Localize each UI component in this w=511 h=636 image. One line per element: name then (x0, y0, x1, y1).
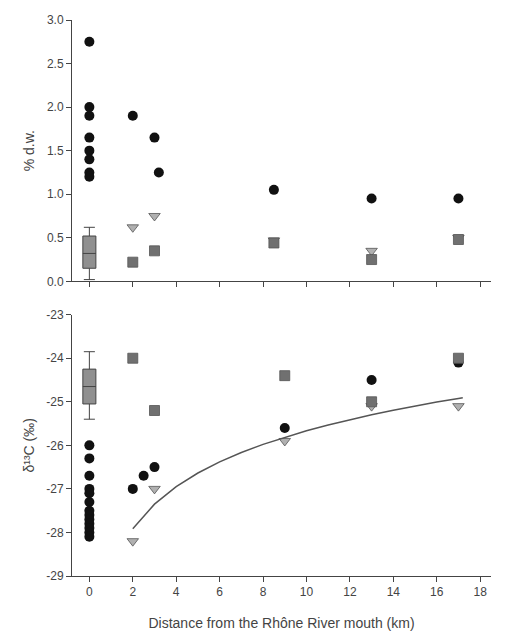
svg-text:-29: -29 (46, 569, 64, 583)
svg-text:2.5: 2.5 (47, 57, 64, 71)
svg-text:1.5: 1.5 (47, 144, 64, 158)
svg-text:0.5: 0.5 (47, 231, 64, 245)
svg-text:6: 6 (216, 585, 223, 599)
svg-text:16: 16 (430, 585, 444, 599)
svg-text:-23: -23 (46, 308, 64, 322)
svg-text:4: 4 (173, 585, 180, 599)
svg-text:1.0: 1.0 (47, 187, 64, 201)
svg-text:-26: -26 (46, 439, 64, 453)
svg-text:8: 8 (260, 585, 267, 599)
svg-text:Distance from the Rhône River: Distance from the Rhône River mouth (km) (148, 615, 414, 631)
svg-text:3.0: 3.0 (47, 13, 64, 27)
svg-text:% d.w.: % d.w. (21, 130, 37, 171)
svg-text:-28: -28 (46, 526, 64, 540)
svg-text:-27: -27 (46, 482, 64, 496)
svg-text:2: 2 (129, 585, 136, 599)
svg-text:14: 14 (387, 585, 401, 599)
svg-text:-24: -24 (46, 351, 64, 365)
svg-text:δ¹³C (‰): δ¹³C (‰) (21, 418, 37, 472)
svg-text:2.0: 2.0 (47, 100, 64, 114)
svg-text:0: 0 (86, 585, 93, 599)
svg-text:12: 12 (343, 585, 357, 599)
svg-text:-25: -25 (46, 395, 64, 409)
svg-text:10: 10 (300, 585, 314, 599)
svg-text:0.0: 0.0 (47, 275, 64, 289)
svg-text:18: 18 (473, 585, 487, 599)
